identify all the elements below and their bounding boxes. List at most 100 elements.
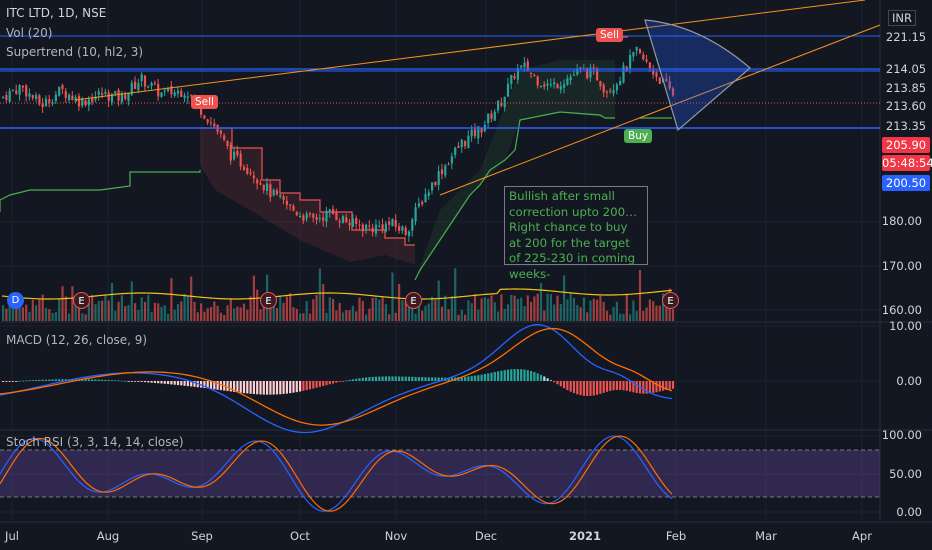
candle-body [308, 213, 312, 215]
candle-body [117, 89, 120, 101]
macd-histogram-bar [305, 381, 308, 391]
macd-legend[interactable]: MACD (12, 26, close, 9) [6, 333, 148, 347]
macd-histogram-bar [180, 381, 183, 386]
volume-bar [368, 308, 371, 321]
candle-body [163, 90, 166, 92]
macd-histogram-bar [143, 381, 147, 383]
volume-bar [490, 295, 493, 321]
macd-histogram-bar [642, 381, 645, 394]
volume-bar [533, 296, 536, 321]
macd-histogram-bar [655, 381, 658, 393]
macd-histogram-bar [239, 381, 242, 393]
volume-bar [417, 303, 420, 321]
macd-histogram-bar [671, 381, 675, 389]
candle-body [612, 90, 615, 94]
macd-histogram-bar [378, 376, 381, 381]
volume-bar [539, 283, 543, 321]
volume-bar [196, 312, 199, 321]
volume-bar [127, 304, 130, 321]
candle-body [569, 76, 572, 81]
candle-body [645, 59, 648, 62]
volume-bar [602, 301, 605, 321]
macd-histogram-bar [559, 381, 562, 387]
volume-bar [576, 304, 579, 321]
macd-histogram-bar [460, 377, 463, 381]
macd-histogram-bar [259, 381, 262, 395]
candle-body [147, 86, 150, 88]
volume-bar [15, 305, 18, 321]
candle-body [635, 46, 638, 51]
volume-bar [48, 309, 51, 321]
candle-body [440, 169, 444, 175]
macd-histogram-bar [632, 381, 635, 393]
macd-histogram-bar [493, 372, 496, 381]
earnings-marker-4[interactable]: E [662, 292, 679, 309]
macd-histogram-bar [312, 381, 315, 389]
candle-body [219, 130, 222, 134]
volume-bar [638, 269, 642, 321]
forecast-wedge [644, 19, 751, 132]
currency-badge[interactable]: INR [888, 10, 916, 26]
macd-histogram-bar [48, 379, 51, 381]
macd-histogram-bar [533, 372, 536, 381]
level-221: 221.15 [882, 29, 930, 45]
candle-body [549, 84, 552, 86]
macd-histogram-bar [302, 381, 305, 391]
macd-histogram-bar [25, 380, 28, 382]
candle-body [48, 99, 51, 103]
macd-histogram-bar [368, 377, 371, 381]
volume-bar [493, 302, 496, 321]
dividend-marker[interactable]: D [7, 292, 24, 309]
earnings-marker-1[interactable]: E [73, 292, 90, 309]
level-200-50: 200.50 [882, 175, 930, 191]
macd-histogram-bar [398, 376, 401, 381]
volume-bar [355, 311, 358, 321]
macd-histogram-bar [629, 381, 632, 392]
macd-line [0, 324, 673, 434]
volume-bar [625, 294, 628, 321]
macd-histogram-bar [54, 379, 57, 381]
volume-bar [5, 308, 8, 321]
candle-body [543, 84, 546, 87]
macd-histogram-bar [563, 381, 566, 389]
candle-body [490, 113, 493, 119]
volume-bar [398, 283, 401, 321]
volume-bar [292, 307, 295, 321]
volume-bar [285, 296, 288, 321]
macd-histogram-bar [526, 370, 529, 381]
candle-body [44, 98, 48, 107]
macd-histogram-bar [503, 370, 506, 381]
xlabel-aug: Aug [96, 529, 120, 543]
volume-bar [219, 312, 222, 321]
macd-histogram-bar [569, 381, 572, 392]
volume-bar [163, 305, 166, 321]
macd-histogram-bar [120, 380, 123, 382]
candle-body [11, 90, 15, 92]
volume-bar [229, 298, 232, 321]
candle-body [467, 135, 470, 149]
candle-body [530, 73, 533, 75]
xlabel-apr: Apr [852, 529, 872, 543]
macd-histogram-bar [374, 376, 378, 381]
supertrend-legend[interactable]: Supertrend (10, hl2, 3) [6, 45, 144, 59]
stoch-legend[interactable]: Stoch RSI (3, 3, 14, 14, close) [6, 435, 184, 449]
macd-histogram-bar [470, 376, 473, 381]
macd-histogram-bar [572, 381, 576, 394]
candle-body [150, 83, 153, 86]
macd-histogram-bar [401, 376, 404, 381]
candle-body [503, 96, 506, 108]
candle-body [473, 129, 477, 137]
volume-bar [358, 297, 361, 321]
macd-histogram-bar [140, 381, 143, 382]
drawings [0, 0, 881, 196]
candle-body [523, 62, 526, 68]
volume-bar [361, 300, 364, 321]
vol-legend[interactable]: Vol (20) [6, 26, 53, 40]
earnings-marker-2[interactable]: E [260, 292, 277, 309]
candle-body [143, 75, 147, 87]
analysis-note[interactable]: Bullish after small correction upto 200…… [504, 186, 648, 281]
volume-bar [569, 293, 572, 321]
volume-bar [629, 314, 632, 321]
earnings-marker-3[interactable]: E [405, 292, 422, 309]
